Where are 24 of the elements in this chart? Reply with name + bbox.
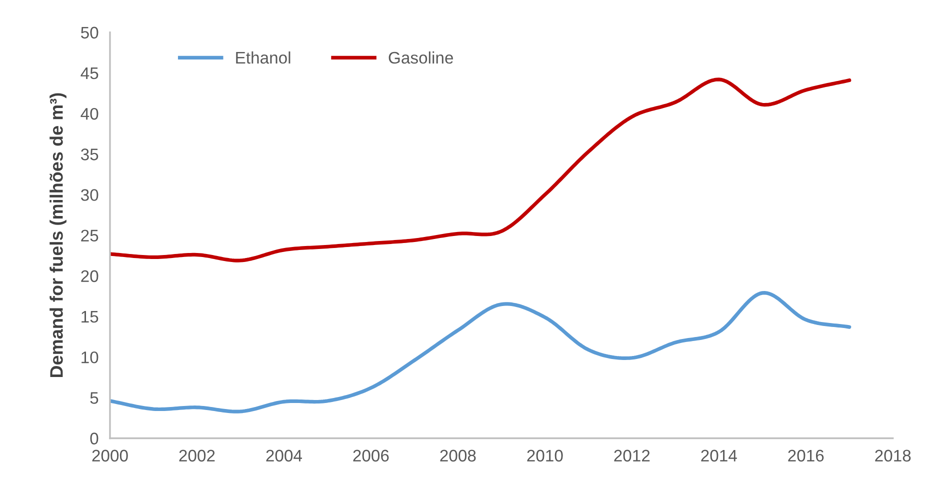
x-tick-label: 2002 xyxy=(179,450,215,462)
y-tick-label: 30 xyxy=(80,189,98,201)
x-tick-label: 2012 xyxy=(614,450,650,462)
x-tick-label: 2008 xyxy=(440,450,476,462)
x-tick-label: 2016 xyxy=(788,450,824,462)
x-tick-label: 2018 xyxy=(875,450,911,462)
y-tick-label: 20 xyxy=(81,270,98,282)
y-tick-label: 45 xyxy=(80,68,98,80)
y-tick-label: 10 xyxy=(82,351,98,364)
x-tick-label: 2006 xyxy=(353,450,389,462)
y-tick-label: 40 xyxy=(80,108,98,120)
x-tick-label: 2014 xyxy=(701,450,737,462)
y-axis-title: Demand for fuels (milhões de m³) xyxy=(50,93,66,378)
y-tick-label: 25 xyxy=(81,230,98,242)
legend-label: Gasoline xyxy=(388,51,454,64)
x-tick-label: 2010 xyxy=(527,450,563,462)
y-tick-label: 50 xyxy=(80,26,98,39)
legend-label: Ethanol xyxy=(236,51,290,64)
y-tick-label: 0 xyxy=(90,432,98,444)
y-tick-label: 15 xyxy=(82,311,98,323)
y-tick-label: 5 xyxy=(90,392,98,404)
x-tick-label: 2000 xyxy=(92,450,128,462)
x-tick-label: 2004 xyxy=(266,450,302,462)
y-tick-label: 35 xyxy=(80,148,98,160)
